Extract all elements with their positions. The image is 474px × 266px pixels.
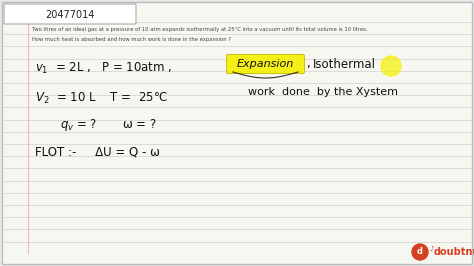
Text: FLOT :-     ΔU = Q - ω: FLOT :- ΔU = Q - ω bbox=[35, 146, 160, 159]
Text: d: d bbox=[417, 247, 423, 256]
Circle shape bbox=[412, 244, 428, 260]
Text: $V_2$  = 10 L    T =  25°C: $V_2$ = 10 L T = 25°C bbox=[35, 90, 168, 106]
Text: 20477014: 20477014 bbox=[46, 10, 95, 20]
Circle shape bbox=[381, 56, 401, 76]
FancyBboxPatch shape bbox=[2, 2, 472, 264]
Text: $q_v$ = ?       ω = ?: $q_v$ = ? ω = ? bbox=[60, 117, 157, 133]
FancyBboxPatch shape bbox=[4, 4, 136, 24]
Text: Two litres of an ideal gas at a pressure of 10 atm expands isothermally at 25°C : Two litres of an ideal gas at a pressure… bbox=[32, 27, 368, 32]
Text: How much heat is absorbed and how much work is done in the expansion ?: How much heat is absorbed and how much w… bbox=[32, 38, 231, 43]
Text: ♪: ♪ bbox=[429, 246, 434, 252]
Text: work  done  by the Χystem: work done by the Χystem bbox=[248, 87, 398, 97]
Text: Isothermal: Isothermal bbox=[313, 57, 376, 70]
Text: doubtnut: doubtnut bbox=[434, 247, 474, 257]
Text: $v_1$  = 2L ,   P = 10atm ,: $v_1$ = 2L , P = 10atm , bbox=[35, 60, 172, 76]
Text: ,: , bbox=[306, 57, 310, 70]
Text: Expansion: Expansion bbox=[237, 59, 294, 69]
FancyBboxPatch shape bbox=[227, 55, 304, 73]
